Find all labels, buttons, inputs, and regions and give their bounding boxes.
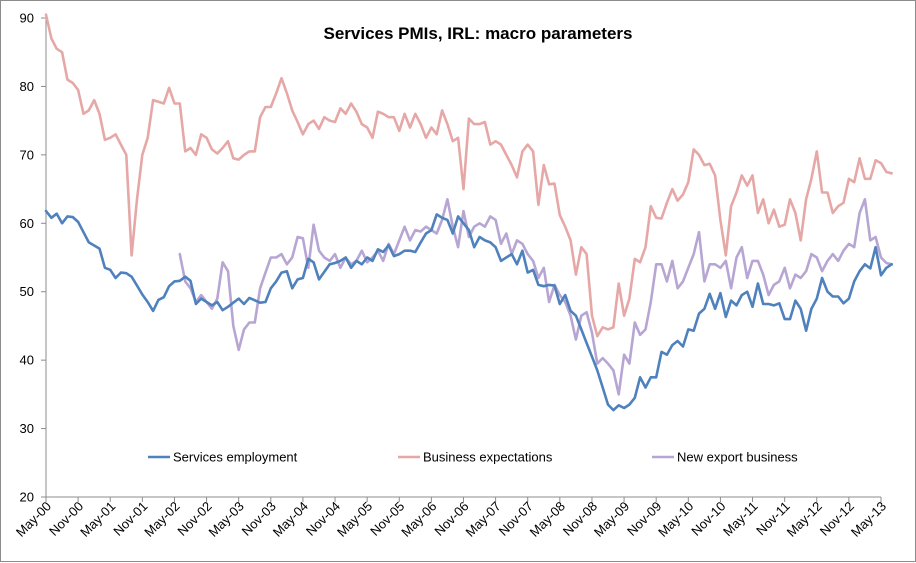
x-tick-label: May-04 (270, 499, 311, 540)
x-tick-label: Nov-10 (688, 499, 728, 539)
x-tick-label: May-07 (462, 499, 503, 540)
y-tick-label: 90 (20, 11, 34, 26)
legend: Services employment Business expectations… (148, 450, 798, 465)
x-tick-label: May-06 (398, 499, 439, 540)
x-tick-label: May-01 (77, 499, 118, 540)
series-line-services-employment (44, 209, 893, 412)
x-tick-label: May-11 (720, 499, 761, 540)
x-tick-label: May-08 (527, 499, 568, 540)
y-tick-label: 50 (20, 284, 34, 299)
legend-label: New export business (677, 450, 798, 465)
x-tick-label: May-02 (141, 499, 182, 540)
series-line-new-export-business (178, 198, 893, 396)
legend-label: Services employment (173, 450, 298, 465)
chart-title: Services PMIs, IRL: macro parameters (324, 24, 633, 43)
x-tick-label: May-09 (591, 499, 632, 540)
y-tick-label: 40 (20, 353, 34, 368)
y-tick-label: 80 (20, 79, 34, 94)
x-tick-label: May-10 (655, 499, 696, 540)
x-tick-label: May-13 (848, 499, 889, 540)
x-tick-label: May-00 (13, 499, 54, 540)
x-tick-label: May-05 (334, 499, 375, 540)
y-tick-label: 70 (20, 147, 34, 162)
legend-label: Business expectations (423, 450, 553, 465)
series-lines (44, 13, 893, 412)
y-tick-label: 60 (20, 216, 34, 231)
x-tick-label: May-03 (206, 499, 247, 540)
series-line-business-expectations (44, 13, 893, 338)
y-tick-label: 20 (20, 490, 34, 505)
y-tick-label: 30 (20, 421, 34, 436)
x-tick-label: May-12 (784, 499, 825, 540)
